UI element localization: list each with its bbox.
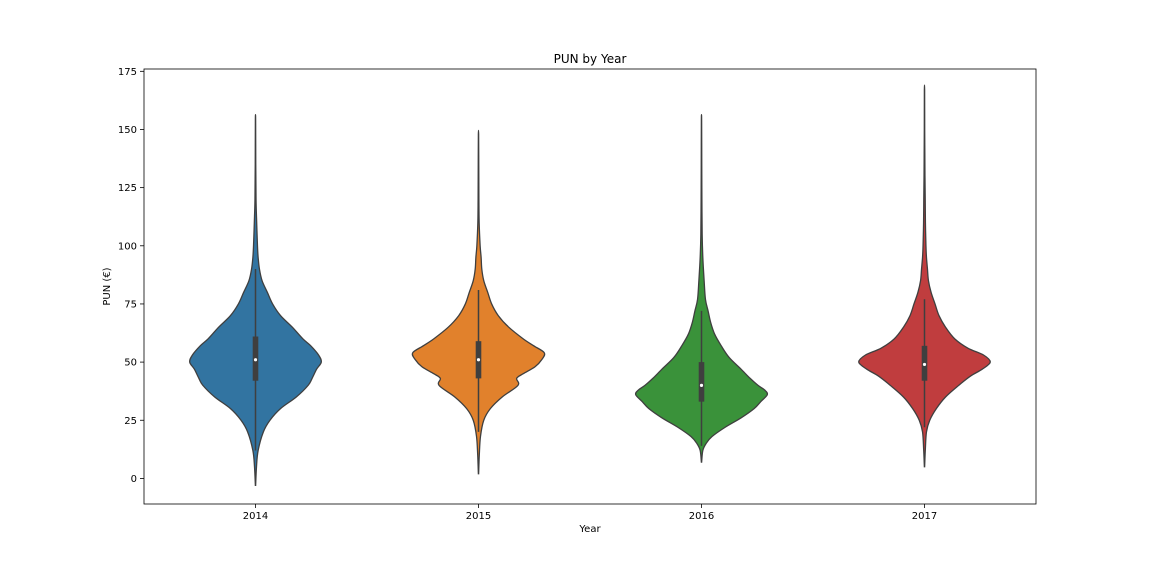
median-dot-2017 [922, 362, 927, 367]
y-tick-label: 125 [118, 183, 137, 194]
x-axis-title: Year [578, 524, 601, 535]
violin-2017 [858, 84, 991, 468]
iqr-box-2016 [698, 362, 705, 402]
y-tick-label: 25 [124, 416, 137, 427]
y-axis: 0 25 50 75 100 125 150 175 [118, 67, 144, 485]
x-axis: 2014 2015 2016 2017 [243, 504, 937, 522]
x-tick-label: 2017 [912, 511, 937, 522]
x-tick-label: 2016 [689, 511, 714, 522]
x-tick-label: 2015 [466, 511, 491, 522]
y-tick-label: 150 [118, 125, 137, 136]
chart-title: PUN by Year [554, 52, 627, 66]
median-dot-2015 [476, 358, 481, 362]
y-tick-label: 0 [131, 474, 137, 485]
y-tick-label: 100 [118, 241, 137, 252]
median-dot-2016 [699, 383, 704, 387]
x-tick-label: 2014 [243, 511, 268, 522]
violin-2016 [634, 114, 769, 463]
median-dot-2014 [253, 358, 258, 362]
plot-frame [143, 68, 1037, 505]
y-axis-title: PUN (€) [102, 267, 113, 305]
violins-layer [189, 84, 991, 487]
y-tick-label: 75 [124, 299, 137, 310]
y-tick-label: 50 [124, 358, 137, 369]
y-tick-label: 175 [118, 67, 137, 78]
